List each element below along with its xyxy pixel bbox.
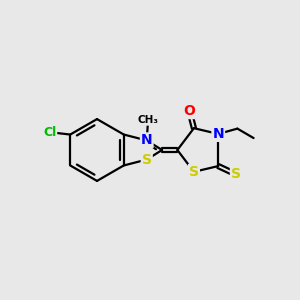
Text: CH₃: CH₃ [137, 115, 158, 125]
Text: O: O [184, 104, 195, 118]
Text: Cl: Cl [43, 126, 56, 139]
Text: S: S [231, 167, 241, 181]
Text: N: N [212, 127, 224, 141]
Text: S: S [142, 153, 152, 166]
Text: S: S [189, 165, 199, 179]
Text: N: N [141, 134, 153, 147]
